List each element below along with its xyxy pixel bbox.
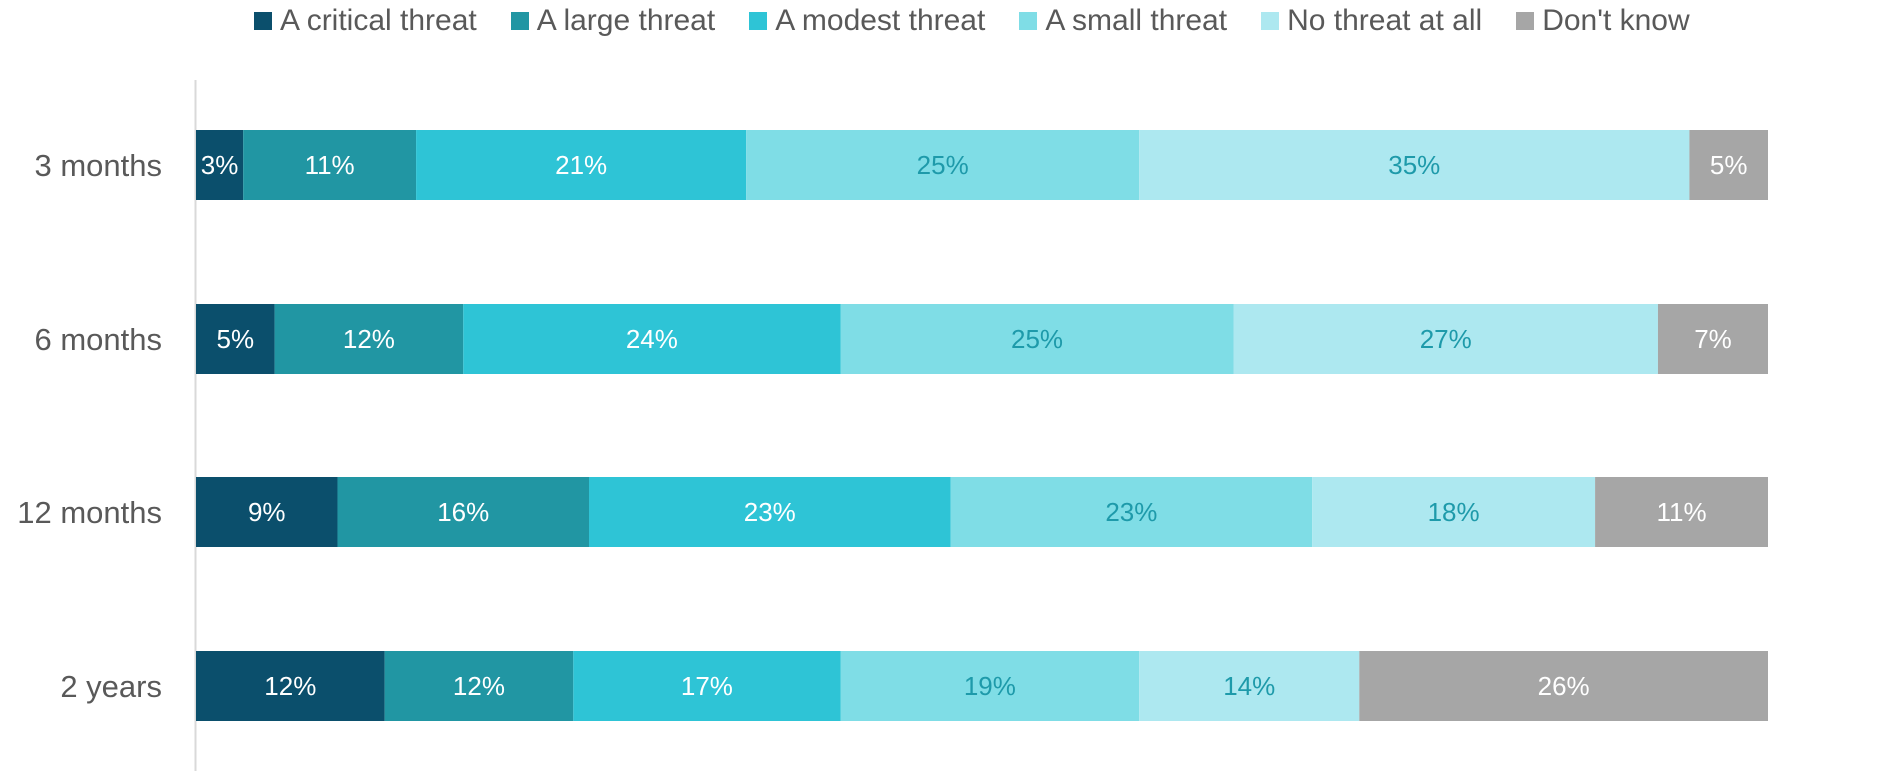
bar-segment — [1139, 651, 1360, 721]
legend-label-small: A small threat — [1045, 4, 1228, 37]
bar-segment — [1657, 304, 1768, 374]
category-label: 6 months — [34, 322, 162, 357]
data-label: 5% — [1710, 150, 1748, 180]
data-label: 7% — [1694, 324, 1732, 354]
legend-swatch-dont-know — [1516, 12, 1535, 30]
category-label: 12 months — [17, 495, 162, 530]
data-label: 12% — [343, 324, 395, 354]
legend-item-dont-know: Don't know — [1516, 4, 1690, 38]
bar-segment — [1139, 130, 1690, 200]
legend-label-critical: A critical threat — [280, 4, 477, 37]
data-label: 27% — [1420, 324, 1472, 354]
legend-item-modest: A modest threat — [749, 4, 985, 38]
legend-swatch-large — [510, 12, 529, 30]
legend-label-none: No threat at all — [1287, 4, 1483, 37]
data-label: 11% — [1656, 497, 1706, 527]
data-label: 16% — [437, 497, 489, 527]
bar-segment — [1233, 304, 1658, 374]
bar-segment — [950, 477, 1313, 547]
data-label: 14% — [1223, 671, 1275, 701]
bar-segment — [196, 130, 244, 200]
bar-segment — [196, 651, 385, 721]
bar-segment — [1359, 651, 1768, 721]
bar-segment — [274, 304, 464, 374]
legend: A critical threat A large threat A modes… — [254, 0, 1724, 42]
bar-segment — [573, 651, 841, 721]
data-label: 5% — [217, 324, 255, 354]
data-label: 25% — [1011, 324, 1063, 354]
data-label: 24% — [626, 324, 678, 354]
data-label: 12% — [264, 671, 316, 701]
bar-segment — [196, 304, 275, 374]
data-label: 23% — [1105, 497, 1157, 527]
bar-segment — [746, 130, 1140, 200]
bar-segment — [1312, 477, 1596, 547]
bar-segment — [840, 304, 1234, 374]
bar-segment — [384, 651, 574, 721]
category-label: 2 years — [60, 669, 162, 704]
data-label: 25% — [917, 150, 969, 180]
data-label: 21% — [555, 150, 607, 180]
bar-segment — [416, 130, 747, 200]
data-label: 17% — [681, 671, 733, 701]
legend-item-small: A small threat — [1019, 4, 1227, 38]
legend-item-none: No threat at all — [1261, 4, 1482, 38]
bar-segment — [243, 130, 417, 200]
legend-label-modest: A modest threat — [775, 4, 986, 37]
legend-label-large: A large threat — [536, 4, 716, 37]
data-label: 12% — [453, 671, 505, 701]
data-label: 3% — [201, 150, 239, 180]
bar-segment — [337, 477, 589, 547]
bar-segment — [196, 477, 338, 547]
legend-label-dont-know: Don't know — [1542, 4, 1690, 37]
legend-swatch-critical — [254, 12, 272, 30]
data-label: 19% — [964, 671, 1016, 701]
category-label: 3 months — [34, 148, 162, 183]
bar-segment — [589, 477, 951, 547]
legend-item-large: A large threat — [510, 4, 716, 38]
bar-segment — [840, 651, 1140, 721]
data-label: 9% — [248, 497, 286, 527]
data-label: 18% — [1428, 497, 1480, 527]
legend-swatch-modest — [749, 12, 768, 30]
data-label: 35% — [1388, 150, 1440, 180]
data-label: 26% — [1538, 671, 1590, 701]
data-label: 23% — [744, 497, 796, 527]
bar-segment — [1689, 130, 1768, 200]
legend-item-critical: A critical threat — [254, 4, 477, 38]
data-label: 11% — [305, 150, 355, 180]
legend-swatch-none — [1261, 12, 1280, 30]
bar-segment — [463, 304, 841, 374]
legend-swatch-small — [1019, 12, 1038, 30]
bar-segment — [1595, 477, 1768, 547]
